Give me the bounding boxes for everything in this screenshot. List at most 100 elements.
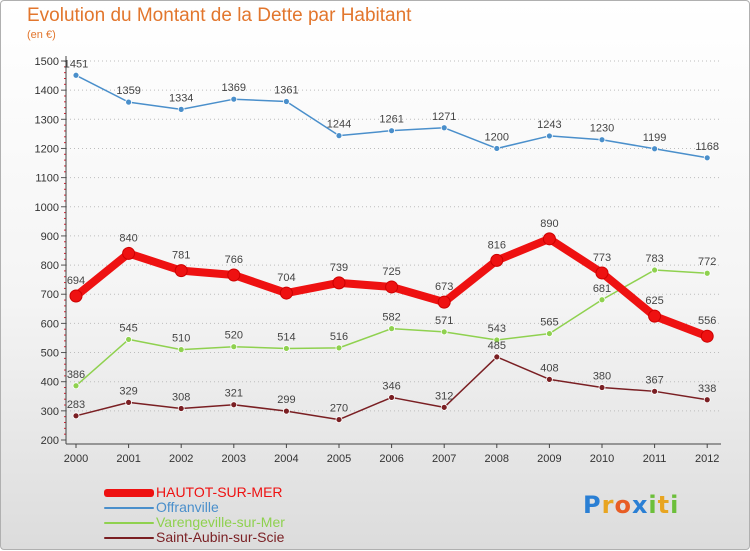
y-tick-label: 700 [41, 289, 59, 301]
data-point [703, 154, 711, 162]
data-point [282, 98, 290, 105]
data-point [703, 269, 711, 277]
brand-letter: i [670, 491, 680, 519]
data-label: 816 [488, 239, 506, 251]
data-label: 299 [277, 394, 295, 406]
data-point [230, 95, 238, 103]
data-point [546, 330, 553, 337]
data-label: 283 [67, 399, 85, 411]
data-label: 338 [698, 383, 716, 395]
y-tick-label: 600 [41, 318, 59, 330]
legend-swatch [104, 507, 154, 509]
data-label: 739 [330, 262, 348, 274]
y-axis: 200 300 400 500 600 700 800 900 1000 1100 1200 1300… [35, 56, 66, 447]
data-point [490, 253, 504, 267]
data-point [546, 375, 553, 383]
x-tick-label: 2005 [327, 453, 351, 465]
data-point [651, 387, 658, 395]
data-label: 1168 [695, 141, 719, 153]
data-label: 485 [488, 340, 506, 352]
data-point [177, 105, 185, 113]
data-point [440, 403, 448, 411]
series-saint-aubin-sur-scie: 283 329 308 321 299 270 346 312 485 408 380 367 338 [67, 340, 716, 423]
brand-letter: i [648, 491, 658, 519]
data-label: 1369 [222, 82, 246, 94]
x-tick-label: 2004 [274, 453, 298, 465]
data-point [493, 353, 501, 361]
data-point [598, 136, 606, 144]
data-point [174, 264, 188, 278]
data-label: 1334 [169, 92, 193, 104]
brand-logo: Proxiti [583, 491, 679, 519]
data-label: 1243 [537, 119, 561, 131]
data-point [230, 343, 238, 351]
data-label: 514 [277, 331, 295, 343]
data-point [440, 328, 448, 336]
y-tick-label: 1100 [35, 173, 59, 185]
x-tick-label: 2002 [169, 453, 193, 465]
brand-letter: t [657, 491, 671, 519]
data-label: 681 [593, 283, 611, 295]
data-point [335, 132, 343, 140]
data-label: 510 [172, 333, 190, 345]
data-point [72, 71, 80, 79]
data-label: 781 [172, 250, 190, 262]
series-hautot-sur-mer: 694 840 781 766 704 739 725 673 816 890 773 625 556 [67, 218, 716, 343]
data-label: 582 [382, 312, 400, 324]
brand-letter: r [601, 491, 615, 519]
legend-swatch [104, 522, 154, 524]
legend-swatch [104, 537, 154, 539]
data-label: 270 [330, 403, 348, 415]
data-label: 329 [119, 385, 137, 397]
chart-unit-label: (en €) [27, 29, 56, 41]
data-label: 1361 [274, 85, 298, 97]
data-point [542, 232, 556, 246]
y-tick-label: 200 [41, 435, 59, 447]
legend-label: Varengeville-sur-Mer [156, 514, 285, 530]
data-point [282, 407, 290, 415]
y-tick-label: 900 [41, 231, 59, 243]
data-label: 772 [698, 256, 716, 268]
data-point [125, 336, 132, 343]
x-tick-label: 2009 [537, 453, 561, 465]
brand-letter: o [614, 491, 632, 519]
data-label: 571 [435, 315, 453, 327]
x-tick-label: 2003 [222, 453, 246, 465]
data-label: 1230 [590, 123, 614, 135]
data-label: 1359 [116, 85, 140, 97]
chart-title: Evolution du Montant de la Dette par Hab… [27, 5, 412, 26]
data-label: 321 [225, 388, 243, 400]
data-point [437, 295, 451, 309]
data-label: 890 [540, 218, 558, 230]
x-tick-label: 2010 [590, 453, 614, 465]
data-label: 565 [540, 317, 558, 329]
data-point [440, 124, 448, 132]
data-point [227, 268, 241, 282]
data-point [332, 276, 346, 290]
y-tick-label: 1200 [35, 143, 59, 155]
data-label: 556 [698, 315, 716, 327]
data-label: 766 [225, 254, 243, 266]
data-point [385, 280, 399, 294]
data-point [546, 132, 553, 140]
data-point [282, 345, 290, 352]
data-point [230, 401, 238, 409]
data-label: 408 [540, 362, 558, 374]
data-label: 520 [225, 330, 243, 342]
data-label: 367 [645, 374, 663, 386]
legend-label: HAUTOT-SUR-MER [156, 484, 283, 500]
data-point [388, 325, 396, 333]
y-tick-label: 1500 [35, 56, 59, 68]
data-point [335, 344, 343, 352]
series-offranville: 1451 1359 1334 1369 1361 1244 1261 1271 1200 1243… [64, 58, 719, 162]
data-label: 543 [488, 323, 506, 335]
data-label: 1261 [379, 114, 403, 126]
data-label: 725 [382, 266, 400, 278]
legend-label: Saint-Aubin-sur-Scie [156, 529, 285, 545]
data-label: 1200 [485, 131, 509, 143]
data-point [598, 384, 606, 391]
data-label: 840 [119, 232, 137, 244]
data-point [72, 382, 80, 390]
x-tick-label: 2007 [432, 453, 456, 465]
